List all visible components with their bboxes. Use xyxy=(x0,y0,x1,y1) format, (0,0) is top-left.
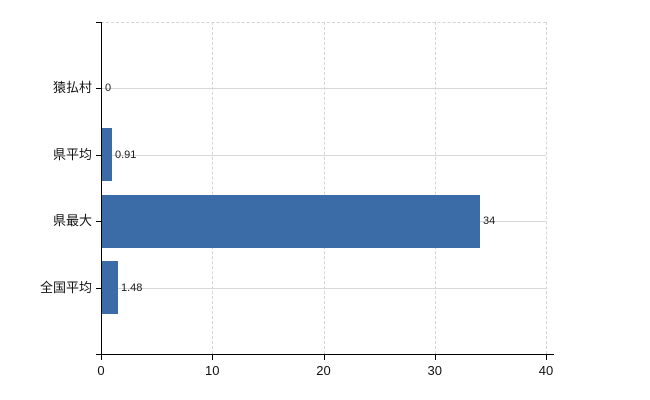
x-axis-tick xyxy=(101,355,102,360)
vertical-gridline xyxy=(323,22,325,354)
y-axis-tick xyxy=(96,288,101,289)
y-axis-line xyxy=(101,22,102,354)
bar xyxy=(102,195,480,248)
value-label: 34 xyxy=(483,215,496,227)
value-label: 0 xyxy=(105,82,112,94)
category-label: 猿払村 xyxy=(52,80,92,95)
y-axis-tick xyxy=(96,221,101,222)
y-axis-tick xyxy=(96,88,101,89)
x-axis-line xyxy=(96,354,554,355)
x-axis-tick xyxy=(546,355,547,360)
category-label: 県最大 xyxy=(52,213,92,228)
x-axis-tick xyxy=(212,355,214,360)
x-tick-label: 40 xyxy=(538,363,554,378)
vertical-gridline xyxy=(212,22,214,354)
horizontal-gridline xyxy=(101,88,546,90)
vertical-gridline xyxy=(434,22,436,354)
bar xyxy=(102,261,118,314)
y-axis-end-tick xyxy=(96,22,101,23)
vertical-gridline xyxy=(546,22,547,354)
y-axis-tick xyxy=(96,155,101,156)
x-axis-tick xyxy=(323,355,325,360)
x-axis-tick xyxy=(434,355,436,360)
bar xyxy=(102,128,112,181)
x-tick-label: 30 xyxy=(427,363,442,378)
value-label: 0.91 xyxy=(115,149,137,161)
horizontal-gridline xyxy=(101,287,546,289)
horizontal-gridline xyxy=(101,154,546,156)
value-label: 1.48 xyxy=(121,282,143,294)
x-tick-label: 10 xyxy=(205,363,220,378)
category-label: 全国平均 xyxy=(39,280,92,295)
x-tick-label: 20 xyxy=(316,363,331,378)
category-label: 県平均 xyxy=(52,147,92,162)
x-tick-label: 0 xyxy=(97,363,105,378)
